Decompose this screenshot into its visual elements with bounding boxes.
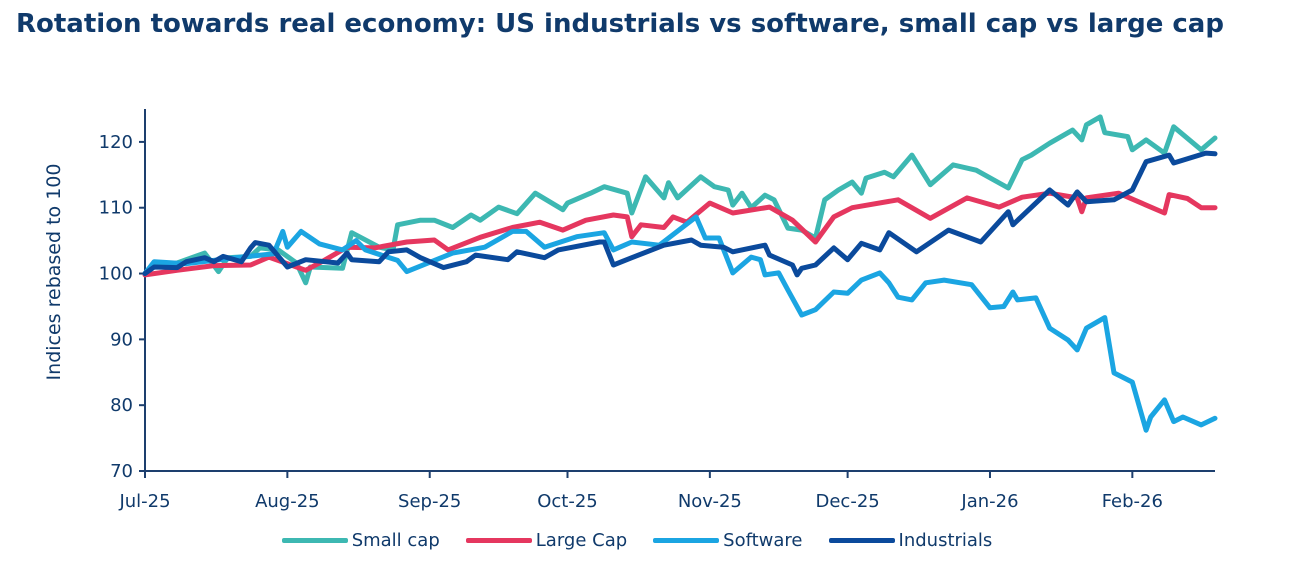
y-tick-label: 90	[110, 329, 133, 350]
legend-swatch	[465, 538, 532, 543]
y-axis-label: Indices rebased to 100	[43, 164, 65, 381]
x-tick-label: Dec-25	[816, 491, 880, 512]
x-tick-label: Oct-25	[537, 491, 598, 512]
series-lines	[142, 114, 1218, 433]
legend-item-industrials: Industrials	[828, 530, 993, 551]
legend-label: Large Cap	[535, 530, 628, 551]
y-tick-label: 70	[110, 461, 133, 482]
y-tick-label: 120	[99, 132, 133, 153]
series-line-software	[142, 214, 1218, 433]
chart-title: Rotation towards real economy: US indust…	[16, 9, 1224, 39]
series-line-industrials	[142, 150, 1218, 278]
legend-item-small-cap: Small cap	[281, 530, 440, 551]
legend-swatch	[828, 538, 895, 543]
x-tick-label: Aug-25	[255, 491, 320, 512]
legend: Small cap Large Cap Software Industrials	[0, 530, 1300, 551]
legend-label: Software	[723, 530, 803, 551]
legend-label: Industrials	[898, 530, 993, 551]
legend-swatch	[653, 538, 720, 543]
x-tick-label: Sep-25	[398, 491, 461, 512]
x-tick-label: Jul-25	[118, 491, 170, 512]
y-tick-label: 80	[110, 395, 133, 416]
y-tick-label: 110	[99, 198, 133, 219]
legend-swatch	[281, 538, 348, 543]
x-tick-label: Nov-25	[678, 491, 742, 512]
x-tick-label: Jan-26	[960, 491, 1018, 512]
y-tick-label: 100	[99, 264, 133, 285]
legend-label: Small cap	[351, 530, 440, 551]
axes: 70 80 90 100 110 120 Jul-25 Aug-25 Sep-25 Oct-25 N…	[99, 109, 1215, 512]
x-tick-label: Feb-26	[1102, 491, 1163, 512]
legend-item-software: Software	[653, 530, 803, 551]
legend-item-large-cap: Large Cap	[465, 530, 628, 551]
